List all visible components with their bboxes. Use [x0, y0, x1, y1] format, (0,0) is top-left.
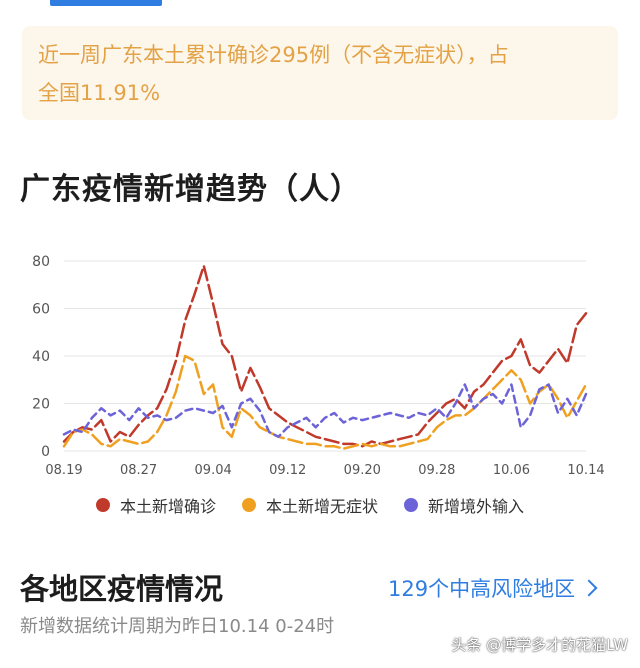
x-tick-label-10.06: 10.06 — [493, 463, 530, 478]
risk-areas-link[interactable]: 129个中高风险地区 — [388, 573, 598, 603]
legend-dot-asymptomatic — [242, 498, 257, 512]
x-tick-label-08.27: 08.27 — [120, 463, 157, 478]
region-title: 各地区疫情情况 — [20, 572, 224, 606]
x-tick-label-08.19: 08.19 — [45, 463, 82, 478]
legend-item-imported[interactable]: 新增境外输入 — [404, 493, 524, 517]
series-line-3 — [62, 383, 588, 439]
legend-dot-confirmed — [96, 498, 110, 512]
trend-chart: 0 20 40 60 80 08.19 08.27 09.04 09.12 09.20 09.28 1… — [32, 254, 604, 478]
series-line-2 — [62, 354, 588, 450]
legend-label-imported: 新增境外输入 — [428, 497, 525, 516]
y-tick-label-20: 20 — [32, 397, 50, 413]
y-tick-label-60: 60 — [32, 302, 50, 318]
chart-legend: 本土新增确诊 本土新增无症状 新增境外输入 — [96, 494, 550, 516]
notice-line-2: 全国11.91% — [38, 81, 161, 105]
legend-item-confirmed[interactable]: 本土新增确诊 — [96, 493, 216, 517]
period-note: 新增数据统计周期为昨日10.14 0-24时 — [20, 616, 335, 637]
legend-item-asymptomatic[interactable]: 本土新增无症状 — [242, 493, 378, 517]
x-tick-label-09.04: 09.04 — [195, 463, 232, 478]
y-tick-label-40: 40 — [32, 349, 50, 365]
x-tick-label-09.12: 09.12 — [269, 463, 306, 478]
x-tick-label-10.14: 10.14 — [567, 463, 604, 478]
risk-areas-link-label: 129个中高风险地区 — [388, 577, 576, 601]
x-tick-label-09.28: 09.28 — [418, 463, 455, 478]
notice-banner: 近一周广东本土累计确诊295例（不含无症状），占 全国11.91% — [22, 26, 618, 120]
section-title: 广东疫情新增趋势（人） — [20, 172, 361, 207]
series-line-1 — [62, 264, 588, 448]
notice-line-1: 近一周广东本土累计确诊295例（不含无症状），占 — [38, 43, 509, 67]
y-tick-label-0: 0 — [41, 444, 50, 460]
legend-label-asymptomatic: 本土新增无症状 — [266, 497, 379, 516]
watermark: 头条 @博学多才的花猫LW — [451, 636, 628, 654]
top-tab-indicator — [50, 0, 162, 6]
legend-dot-imported — [404, 498, 419, 512]
chevron-right-icon — [580, 579, 598, 597]
x-tick-label-09.20: 09.20 — [344, 463, 381, 478]
y-tick-label-80: 80 — [32, 254, 50, 270]
legend-label-confirmed: 本土新增确诊 — [120, 497, 217, 516]
